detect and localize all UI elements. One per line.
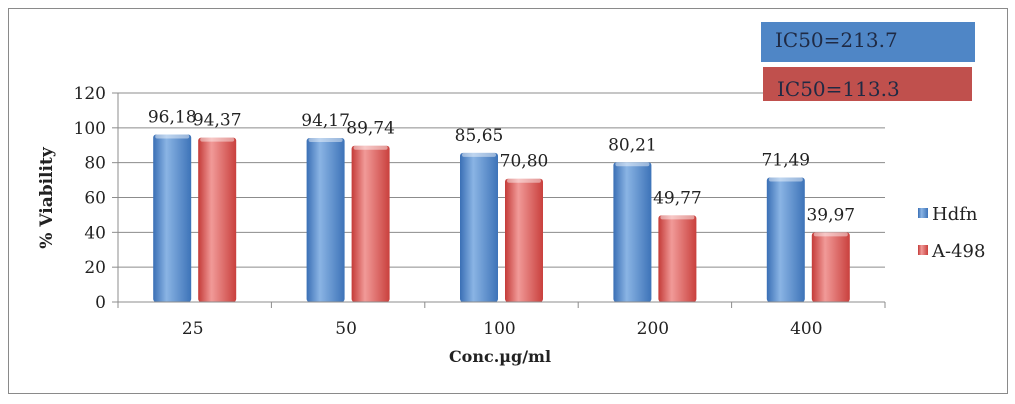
data-label: 70,80 [500, 152, 549, 172]
x-tick-label: 400 [790, 319, 822, 339]
bar-a-498-25 [198, 137, 237, 302]
data-label: 39,97 [806, 205, 855, 225]
bar-a-498-400 [811, 232, 850, 302]
data-label: 80,21 [608, 135, 657, 155]
y-tick-label: 0 [95, 293, 106, 313]
data-label: 49,77 [653, 188, 702, 208]
x-tick-label: 200 [637, 319, 669, 339]
bar-a-498-100 [505, 178, 543, 302]
y-tick-label: 40 [84, 223, 106, 243]
ic50-label: IC50=113.3 [777, 77, 900, 101]
y-tick-label: 120 [74, 84, 106, 104]
bar-hdfn-400 [766, 177, 805, 302]
y-tick-label: 60 [84, 189, 106, 209]
bar-highlight [462, 152, 496, 157]
legend-label: A-498 [931, 241, 985, 262]
data-label: 89,74 [346, 119, 395, 139]
bar-hdfn-100 [460, 152, 498, 302]
bar-hdfn-200 [613, 162, 652, 302]
bar-hdfn-25 [153, 134, 192, 302]
bar-hdfn-50 [306, 137, 345, 302]
bar-a-498-50 [351, 145, 390, 302]
ic50-box [761, 22, 975, 62]
legend-swatch-hdfn [918, 208, 928, 218]
bar-highlight [155, 134, 190, 139]
data-label: 94,37 [193, 111, 242, 131]
data-label: 71,49 [761, 150, 810, 170]
legend-label: Hdfn [932, 204, 978, 225]
bar-highlight [615, 162, 650, 167]
data-label: 94,17 [301, 111, 350, 131]
bar-highlight [507, 178, 541, 183]
ic50-box [763, 67, 972, 101]
y-tick-label: 80 [84, 154, 106, 174]
x-tick-label: 25 [182, 319, 204, 339]
bar-highlight [200, 137, 235, 142]
x-tick-label: 100 [483, 319, 515, 339]
y-tick-label: 20 [84, 258, 106, 278]
x-tick-label: 50 [335, 319, 357, 339]
bar-highlight [353, 145, 388, 150]
x-axis-label: Conc.µg/ml [449, 347, 551, 366]
bar-highlight [813, 232, 848, 237]
y-tick-label: 100 [74, 119, 106, 139]
data-label: 85,65 [455, 126, 504, 146]
y-axis-label: % Viability [37, 146, 57, 249]
legend-swatch-a-498 [918, 245, 928, 255]
data-label: 96,18 [148, 107, 197, 127]
bar-a-498-200 [658, 215, 697, 302]
bar-highlight [308, 137, 343, 142]
bar-highlight [768, 177, 803, 182]
bar-highlight [660, 215, 695, 220]
ic50-label: IC50=213.7 [775, 28, 898, 52]
